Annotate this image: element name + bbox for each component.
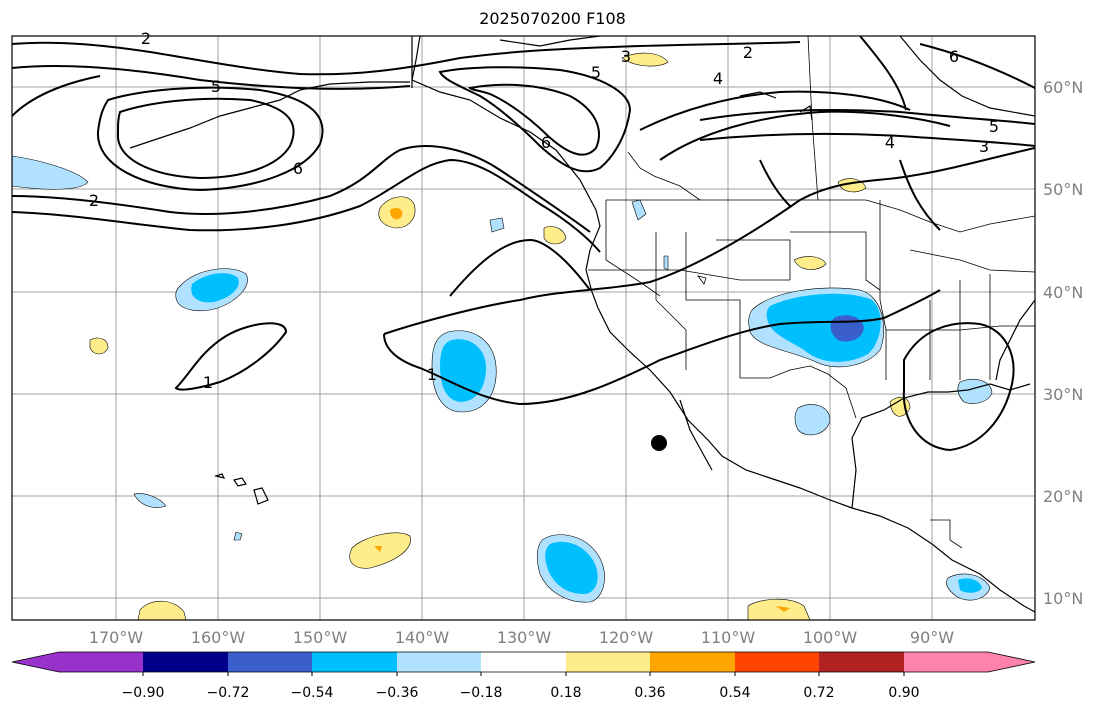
colorbar-tick-label: −0.72	[207, 685, 250, 701]
colorbar-ticks	[142, 672, 905, 676]
lat-label: 60°N	[1043, 78, 1083, 97]
colorbar-segment	[59, 652, 143, 672]
colorbar-tick-label: −0.54	[291, 685, 334, 701]
lon-label: 160°W	[191, 628, 246, 647]
contour-label: 5	[591, 63, 601, 82]
map-frame	[11, 35, 1036, 621]
lon-label: 170°W	[89, 628, 144, 647]
lon-label: 110°W	[701, 628, 756, 647]
political-borders	[588, 36, 1035, 549]
pos-patch-bering	[621, 52, 669, 67]
colorbar-segment	[819, 652, 904, 672]
contour-label: 2	[89, 191, 99, 210]
longitude-labels: 170°W 160°W 150°W 140°W 130°W 120°W 110°…	[89, 628, 954, 647]
contour-label: 4	[885, 133, 895, 152]
colorbar-segment	[566, 652, 650, 672]
colorbar-extend-low	[12, 652, 59, 672]
lat-label: 20°N	[1043, 487, 1083, 506]
colorbar-segment	[228, 652, 312, 672]
lon-label: 120°W	[599, 628, 654, 647]
contour-label: 2	[141, 29, 151, 48]
lon-label: 100°W	[803, 628, 858, 647]
latitude-labels: 60°N 50°N 40°N 30°N 20°N 10°N	[1043, 78, 1083, 608]
colorbar-tick-label: 0.54	[719, 685, 750, 701]
contour-label: 3	[979, 137, 989, 156]
lon-label: 150°W	[293, 628, 348, 647]
lon-label: 90°W	[910, 628, 954, 647]
colorbar-segments	[11, 651, 1036, 673]
colorbar-tick-label: −0.90	[122, 685, 165, 701]
contour-1-main	[383, 147, 1035, 335]
colorbar-tick-label: −0.18	[460, 685, 503, 701]
colorbar-tick-label: 0.18	[550, 685, 581, 701]
contour-label: 1	[203, 373, 213, 392]
neg-patch-mexico	[794, 404, 831, 436]
contour-label: 3	[621, 47, 631, 66]
colorbar-segment	[735, 652, 819, 672]
lon-label: 140°W	[395, 628, 450, 647]
contour-label: 6	[541, 133, 551, 152]
contour-3	[12, 64, 411, 90]
contour-6-west	[12, 75, 101, 117]
contour-label: 5	[989, 117, 999, 136]
contour-2-west	[12, 145, 591, 233]
colorbar-tick-label: 0.90	[888, 685, 919, 701]
contour-label: 6	[293, 159, 303, 178]
neg-patch-west-pacific	[12, 155, 89, 190]
storm-marker	[651, 435, 667, 451]
colorbar-tick-label: 0.36	[634, 685, 665, 701]
colorbar-tick-labels: −0.90 −0.72 −0.54 −0.36 −0.18 0.18 0.36 …	[122, 685, 920, 701]
colorbar-segment	[904, 652, 988, 672]
contour-2-north	[12, 41, 801, 76]
colorbar-extend-high	[988, 652, 1035, 672]
contour-label: 6	[949, 47, 959, 66]
contour-label: 1	[427, 365, 437, 384]
lat-label: 40°N	[1043, 283, 1083, 302]
colorbar-segment	[143, 652, 228, 672]
lat-label: 30°N	[1043, 385, 1083, 404]
colorbar-tick-label: 0.72	[803, 685, 834, 701]
colorbar-segment	[481, 652, 566, 672]
height-contours	[12, 36, 1035, 452]
contour-5-west	[96, 86, 324, 192]
contour-label: 2	[743, 43, 753, 62]
colorbar-tick-label: −0.36	[376, 685, 419, 701]
lat-label: 10°N	[1043, 589, 1083, 608]
lat-label: 50°N	[1043, 180, 1083, 199]
contour-label: 5	[211, 77, 221, 96]
contour-labels: 1 1 2 2 2 3 3 4 4 5 5 5 6 6 6	[89, 29, 999, 392]
colorbar-segment	[312, 652, 397, 672]
colorbar-outline	[11, 651, 1036, 673]
shaded-anomalies	[12, 52, 993, 620]
map-title: 2025070200 F108	[479, 9, 626, 28]
contour-label: 4	[713, 69, 723, 88]
contour-1-west	[174, 322, 288, 391]
contour-1-southeast	[902, 322, 1015, 452]
colorbar-segment	[397, 652, 481, 672]
colorbar-segment	[650, 652, 735, 672]
lon-label: 130°W	[497, 628, 552, 647]
